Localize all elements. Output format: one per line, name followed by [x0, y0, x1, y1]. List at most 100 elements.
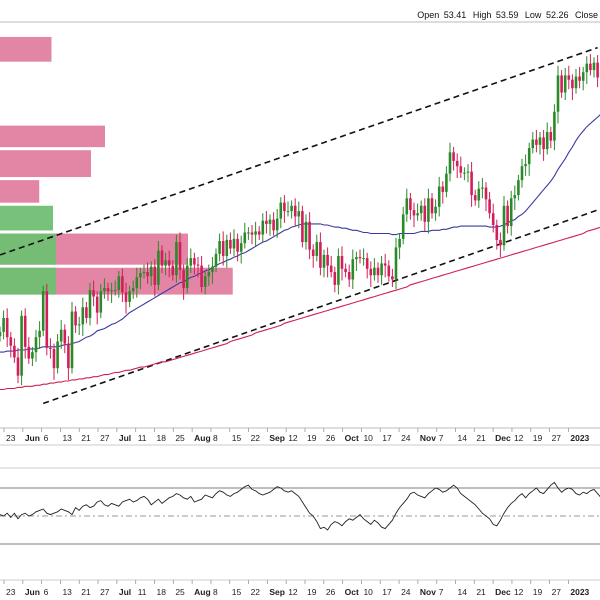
open-label: Open: [417, 10, 440, 20]
x-axis-tick-label: 12: [288, 433, 298, 443]
candle-body: [5, 317, 9, 338]
candle-body: [221, 241, 225, 256]
candle-body: [527, 148, 531, 165]
x-axis-tick-label: Jul: [119, 433, 131, 443]
candle-body: [419, 205, 423, 214]
oscillator-x-axis-tick-label: Jul: [119, 587, 131, 597]
volume-profile: [0, 36, 233, 295]
candle-body: [31, 352, 34, 359]
oscillator-x-axis-tick-label: Nov: [420, 587, 436, 597]
oscillator-x-axis-tick-label: 19: [533, 587, 543, 597]
candle-body: [585, 63, 589, 73]
candle-body: [250, 232, 254, 235]
candle-body: [513, 195, 517, 199]
candle-body: [333, 272, 337, 285]
x-axis-tick-label: 24: [401, 433, 411, 443]
candle-body: [473, 195, 477, 201]
candle-body: [441, 186, 445, 192]
candle-body: [225, 239, 229, 256]
candle-body: [506, 205, 509, 227]
candle-body: [164, 260, 167, 266]
volume-profile-bar: [0, 205, 53, 231]
candle-body: [117, 276, 121, 291]
candle-body: [344, 268, 347, 273]
oscillator-x-axis-tick-label: 21: [476, 587, 486, 597]
oscillator-x-axis-tick-label: 10: [363, 587, 373, 597]
candle-body: [106, 288, 110, 292]
candle-body: [319, 242, 322, 268]
candle-body: [499, 239, 502, 246]
candle-body: [574, 76, 578, 89]
oscillator-x-axis-tick-label: 26: [326, 587, 336, 597]
candle-body: [592, 62, 596, 71]
x-axis-tick-label: 6: [44, 433, 49, 443]
candle-body: [596, 62, 599, 78]
candle-body: [304, 221, 308, 243]
candlesticks: [0, 54, 600, 386]
trendline: [42, 209, 598, 405]
candle-body: [459, 166, 463, 173]
candle-body: [311, 249, 315, 256]
candle-body: [455, 160, 459, 167]
oscillator-x-axis-tick-label: 14: [458, 587, 468, 597]
candle-body: [257, 231, 261, 235]
candle-body: [383, 263, 387, 266]
x-axis-tick-label: 23: [6, 433, 16, 443]
candle-body: [531, 139, 535, 149]
candle-body: [445, 173, 448, 192]
candle-body: [427, 198, 430, 222]
candle-body: [571, 79, 574, 89]
candle-body: [200, 265, 203, 287]
candle-body: [103, 288, 106, 292]
candle-body: [520, 166, 524, 181]
candle-body: [286, 211, 290, 213]
x-axis-tick-label: 12: [514, 433, 524, 443]
candle-body: [81, 307, 85, 325]
candle-body: [207, 272, 211, 277]
candle-body: [491, 213, 495, 225]
candle-body: [13, 345, 16, 358]
candle-body: [538, 137, 542, 145]
oscillator-panel-x-axis: 23 Jun 6 13 21 27 Jul 11 18 25 Aug 8 15 22 Sep 12 19 26 Oc…: [3, 580, 590, 597]
candle-body: [275, 218, 279, 231]
x-axis-tick-label: 18: [157, 433, 167, 443]
candle-body: [301, 211, 304, 243]
candle-body: [157, 250, 160, 285]
candle-body: [236, 238, 239, 252]
candle-body: [355, 257, 358, 260]
oscillator-x-axis-tick-label: 21: [81, 587, 91, 597]
candle-body: [509, 198, 513, 227]
candle-body: [265, 220, 268, 224]
candle-body: [409, 198, 412, 211]
candle-body: [347, 272, 351, 280]
candle-body: [373, 267, 376, 276]
candle-body: [23, 315, 27, 347]
candle-body: [218, 241, 221, 254]
candle-body: [77, 324, 81, 326]
candle-body: [95, 296, 99, 313]
price-panel-x-axis: 23 Jun 6 13 21 27 Jul 11 18 25 Aug 8 15 22 Sep 12 19 26 Oc…: [3, 428, 590, 443]
x-axis-tick-label: 17: [382, 433, 392, 443]
candle-body: [351, 259, 355, 280]
x-axis-tick-label: 21: [81, 433, 91, 443]
trendlines: [0, 46, 598, 405]
x-axis-tick-label: 8: [213, 433, 218, 443]
oscillator-x-axis-tick-label: 25: [175, 587, 185, 597]
low-label: Low: [524, 10, 542, 20]
candle-body: [16, 357, 20, 376]
candle-body: [358, 257, 362, 259]
candle-body: [293, 205, 297, 217]
candle-body: [211, 266, 214, 273]
x-axis-tick-label: 22: [251, 433, 261, 443]
volume-profile-bar: [0, 180, 40, 203]
candle-body: [85, 307, 88, 318]
candle-body: [160, 250, 164, 266]
high-label: High: [472, 10, 492, 20]
candle-body: [549, 132, 553, 141]
candle-body: [484, 187, 488, 200]
candle-body: [243, 232, 247, 244]
oscillator-x-axis-tick-label: 12: [514, 587, 524, 597]
candle-body: [463, 172, 466, 174]
candle-body: [380, 263, 383, 276]
